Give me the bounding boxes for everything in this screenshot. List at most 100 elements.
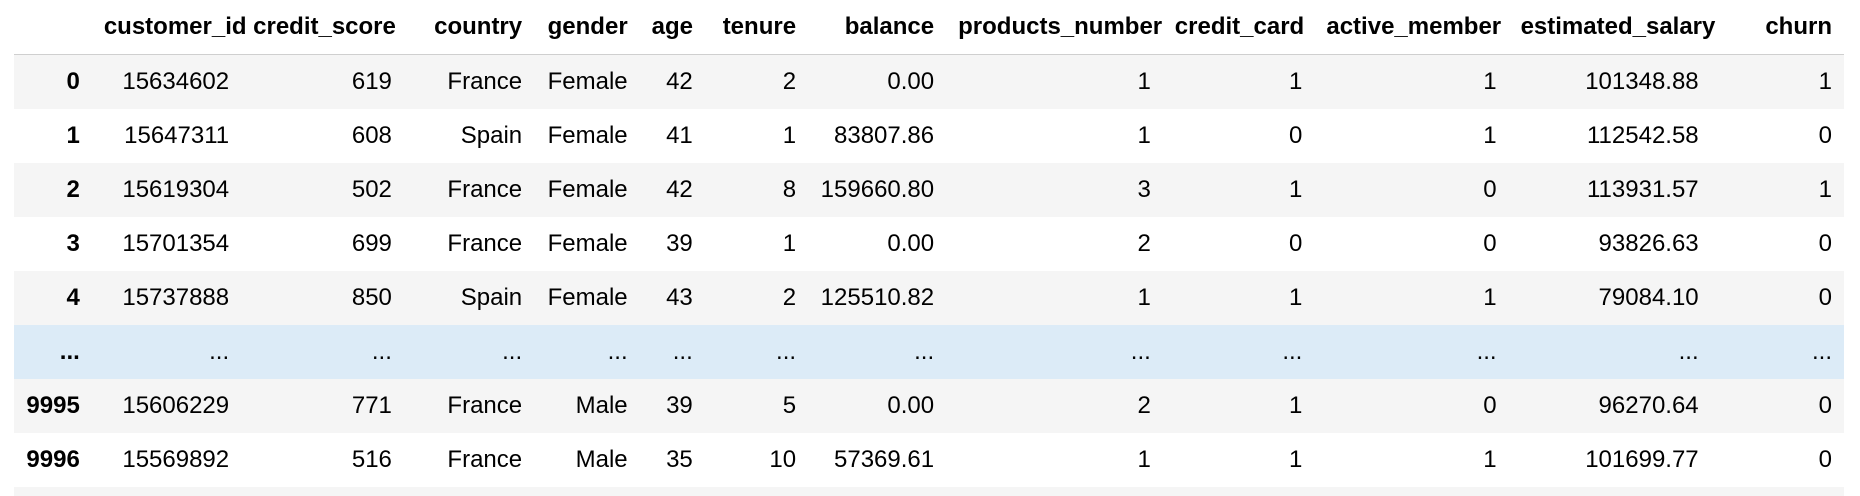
table-cell [958, 487, 1175, 496]
table-cell: ... [1282, 337, 1303, 365]
table-body: 0 15634602 619 France Female 42 2 0.00 1 1 1 101348… [14, 54, 1844, 496]
table-cell: 1 [1818, 175, 1832, 203]
column-header: tenure [716, 0, 821, 55]
column-header: credit_score [253, 0, 416, 55]
table-cell: 1 [1289, 445, 1303, 473]
table-cell: Female [547, 121, 628, 149]
table-cell: 0 [1818, 445, 1832, 473]
table-cell: Female [547, 283, 628, 311]
table-cell: ... [1476, 337, 1497, 365]
table-cell: 39 [666, 229, 693, 257]
row-index: 2 [66, 175, 80, 203]
table-cell: 516 [351, 445, 392, 473]
table-cell: 113931.57 [1586, 175, 1699, 203]
table-cell: Female [547, 175, 628, 203]
table-row: 2 15619304 502 France Female 42 8 159660.80 3 1 0 1… [14, 162, 1844, 217]
table-row: 4 15737888 850 Spain Female 43 2 125510.82 1 1 1 79… [14, 270, 1844, 325]
table-cell: 2 [1137, 391, 1151, 419]
table-cell: 2 [782, 283, 797, 311]
table-cell [1521, 487, 1723, 496]
table-cell: ... [209, 337, 230, 365]
table-cell: 0 [1289, 229, 1303, 257]
column-header: estimated_salary [1520, 0, 1723, 55]
table-cell: 101348.88 [1585, 67, 1699, 95]
table-cell: France [447, 229, 523, 257]
column-header: credit_card [1174, 0, 1327, 55]
row-index: 9996 [26, 445, 80, 473]
table-cell: 125510.82 [820, 283, 935, 311]
column-header: country [415, 0, 547, 55]
table-cell: 101699.77 [1585, 445, 1699, 473]
table-cell: 699 [351, 229, 392, 257]
table-cell: 15634602 [122, 67, 230, 95]
table-row: 1 15647311 608 Spain Female 41 1 83807.86 1 0 1 112… [14, 108, 1844, 163]
table-cell: 3 [1137, 175, 1151, 203]
table-cell: 0.00 [887, 67, 935, 95]
table-cell [104, 487, 253, 496]
table-cell: 1 [1483, 445, 1497, 473]
table-cell: 1 [1137, 67, 1151, 95]
table-cell: 43 [666, 283, 693, 311]
table-cell: 0.00 [887, 391, 935, 419]
column-header: balance [820, 0, 959, 55]
table-cell: Female [547, 67, 628, 95]
table-cell: 0 [1483, 175, 1497, 203]
table-row-partial [14, 486, 1844, 496]
column-header: age [651, 0, 717, 55]
table-cell: 0.00 [887, 229, 935, 257]
table-cell: 1 [1289, 391, 1303, 419]
table-cell: 0 [1483, 391, 1497, 419]
table-cell: 1 [1818, 67, 1832, 95]
table-cell: 619 [351, 67, 392, 95]
header-row: customer_id credit_score country gender … [14, 0, 1844, 55]
table-cell: 1 [1483, 121, 1497, 149]
table-cell: 0 [1483, 229, 1497, 257]
table-cell: France [447, 67, 523, 95]
table-cell: 8 [782, 175, 797, 203]
table-cell [717, 487, 820, 496]
table-cell: 0 [1289, 121, 1303, 149]
table-cell: ... [371, 337, 392, 365]
table-cell: ... [776, 337, 797, 365]
table-cell [416, 487, 546, 496]
table-cell: 0 [1818, 283, 1832, 311]
row-index: 3 [66, 229, 80, 257]
table-cell: 608 [351, 121, 392, 149]
table-cell: 79084.10 [1598, 283, 1699, 311]
table-cell: ... [1678, 337, 1699, 365]
table-cell: 96270.64 [1598, 391, 1699, 419]
table-cell: France [447, 175, 523, 203]
table-cell: 159660.80 [820, 175, 935, 203]
table-cell: 35 [666, 445, 693, 473]
table-cell: 502 [351, 175, 392, 203]
table-cell: France [447, 445, 523, 473]
dataframe-table: customer_id credit_score country gender … [14, 0, 1844, 496]
table-cell [1175, 487, 1327, 496]
row-index: ... [59, 337, 80, 365]
table-cell [14, 487, 104, 496]
table-cell: 93826.63 [1598, 229, 1699, 257]
table-cell: 5 [782, 391, 797, 419]
row-index: 0 [66, 67, 80, 95]
table-cell: Male [575, 391, 628, 419]
table-cell: 1 [1289, 283, 1303, 311]
row-index: 1 [66, 121, 80, 149]
table-cell: 42 [666, 67, 693, 95]
table-row: 3 15701354 699 France Female 39 1 0.00 2 0 0 93826.… [14, 216, 1844, 271]
table-cell: 1 [1483, 67, 1497, 95]
table-cell: France [447, 391, 523, 419]
table-cell [820, 487, 958, 496]
table-cell: 15619304 [122, 175, 230, 203]
column-header: gender [546, 0, 652, 55]
table-cell: 1 [1137, 283, 1151, 311]
table-cell: 42 [666, 175, 693, 203]
table-cell: 15737888 [122, 283, 230, 311]
table-cell: 15647311 [124, 121, 230, 149]
table-cell: 1 [1483, 283, 1497, 311]
table-cell: ... [607, 337, 628, 365]
table-cell: 0 [1818, 121, 1832, 149]
table-cell: 2 [782, 67, 797, 95]
table-cell: 1 [1289, 67, 1303, 95]
table-cell: ... [502, 337, 523, 365]
